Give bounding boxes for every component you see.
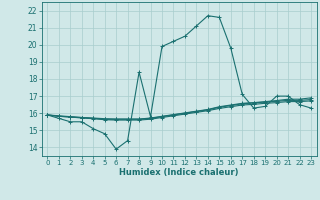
- X-axis label: Humidex (Indice chaleur): Humidex (Indice chaleur): [119, 168, 239, 177]
